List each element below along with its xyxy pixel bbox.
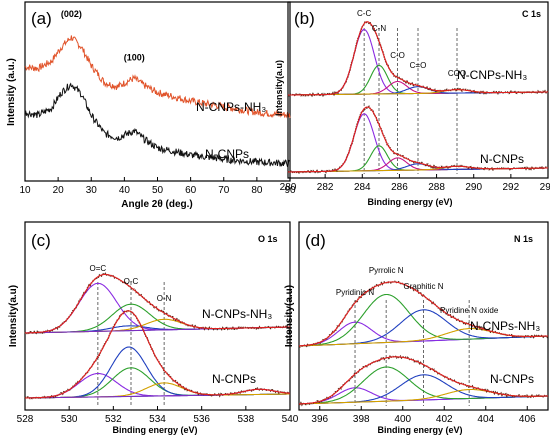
panel-c-raw-data [24,272,291,336]
panel-d-corner-label: N 1s [514,234,533,244]
panel-a-xtick-tick-label: 10 [19,185,31,196]
panel-c-series-label-nh3: N-CNPs-NH₃ [202,307,272,321]
panel-a-series-label-nh3: N-CNPs-NH₃ [196,100,266,114]
panel-a-xtick-tick-label: 70 [218,185,230,196]
panel-b-xtick-tick-label: 284 [354,182,371,193]
panel-b-peak-label: C-C [357,9,371,18]
panel-c-ylabel: Intensity(a.u) [8,285,19,347]
panel-b-frame [287,1,549,179]
panel-b-series-label-nh3: N-CNPs-NH₃ [457,68,527,82]
panel-a-ylabel: Intensity (a.u.) [6,58,17,126]
panel-a-series [24,35,291,168]
panel-b-peak-label: C-O [390,51,405,60]
panel-c-peak-labels: O=C O-C O-N [90,264,172,303]
panel-b-peak-labels: C-CC-N C-O C=O COO [357,9,466,78]
panel-d-xtick-tick-label: 398 [353,414,370,425]
panel-b-envelope [288,21,548,96]
panel-b: (b) C 1s Intensity(a.u) Binding energy (… [274,1,550,207]
panel-b-peak-label: C-N [372,24,386,33]
panel-d-xtick-tick-label: 406 [519,414,536,425]
panel-b-xticks: 280 282 284 286 288 290 292 294 [280,174,550,193]
panel-b-series-label-ncnps: N-CNPs [480,152,524,166]
panel-a-xtick-tick-label: 50 [152,185,164,196]
panel-c-xtick-tick-label: 536 [193,414,210,425]
panel-a-xlabel: Angle 2θ (deg.) [121,199,193,210]
panel-c-peak-label: O=C [90,264,107,273]
panel-a-xticks: 10 20 30 40 50 60 70 80 90 [19,177,296,196]
panel-b-curves [287,20,549,175]
panel-d-frame [298,221,549,411]
panel-c-curves [24,272,291,406]
panel-c-xticks: 528 530 532 534 536 538 540 [17,406,299,425]
panel-d-peak-label: Pyridinic N [336,288,374,297]
panel-d-envelope [298,281,548,347]
panel-c-xtick-tick-label: 528 [17,414,34,425]
panel-d-xtick-tick-label: 400 [394,414,411,425]
panel-b-xtick-tick-label: 282 [317,182,334,193]
panel-d-series-label-ncnps: N-CNPs [490,372,534,386]
panel-a-peak-label-002: (002) [61,9,82,19]
panel-d-xtick-tick-label: 396 [311,414,328,425]
panel-d-curves [298,280,549,407]
panel-d-xtick-tick-label: 402 [436,414,453,425]
panel-b-xlabel: Binding energy (eV) [367,197,452,207]
panel-a-series-line [24,82,291,168]
panel-d-ylabel: Intensity(a.u) [284,285,295,347]
panel-c-envelope [24,273,290,334]
panel-c-label: (c) [31,231,51,250]
panel-c-xlabel: Binding energy (eV) [112,425,197,435]
panel-d-peak-label: Graphitic N [403,282,443,291]
panel-d-peak-label: Pyridine N oxide [440,306,499,315]
panel-c-xtick-tick-label: 532 [105,414,122,425]
panel-a-xtick-tick-label: 60 [185,185,197,196]
panel-c-corner-label: O 1s [258,234,278,244]
panel-b-envelope [288,106,548,173]
panel-b-corner-label: C 1s [522,9,541,19]
panel-d-peak-label: Pyrrolic N [369,266,404,275]
panel-c: (c) O 1s Intensity(a.u) Binding energy (… [8,221,299,435]
panel-a: (a) Intensity (a.u.) Angle 2θ (deg.) 10 2… [6,1,296,210]
panel-d-xtick-tick-label: 404 [477,414,494,425]
panel-b-xtick-tick-label: 294 [540,182,550,193]
panel-b-ylabel: Intensity(a.u) [274,60,284,116]
panel-a-series-label-ncnps: N-CNPs [205,147,249,161]
panel-a-series-line [24,35,291,119]
panel-b-xtick-tick-label: 292 [503,182,520,193]
panel-d-xlabel: Binding energy (eV) [377,425,462,435]
panel-b-peak-label: COO [448,69,466,78]
panel-c-xtick-tick-label: 530 [61,414,78,425]
panel-b-xtick-tick-label: 280 [280,182,297,193]
panel-a-xtick-tick-label: 30 [86,185,98,196]
panel-b-xtick-tick-label: 288 [428,182,445,193]
panel-a-peak-label-100: (100) [124,52,145,62]
panel-b-xtick-tick-label: 286 [391,182,408,193]
panel-c-xtick-tick-label: 534 [149,414,166,425]
panel-d-series-label-nh3: N-CNPs-NH₃ [470,319,540,333]
panel-a-xtick-tick-label: 80 [251,185,263,196]
panel-c-envelope [25,310,291,399]
panel-a-xtick-tick-label: 40 [119,185,131,196]
panel-d-envelope [299,356,548,405]
panel-b-peak-label: C=O [410,61,427,70]
panel-b-xtick-tick-label: 290 [465,182,482,193]
panel-c-xtick-tick-label: 540 [282,414,299,425]
panel-a-label: (a) [31,9,52,28]
panel-d-peak-labels: Pyridinic N Pyrrolic N Graphitic N Pyridine… [336,266,499,315]
panel-c-peak-label: O-N [157,294,172,303]
panel-c-xtick-tick-label: 538 [237,414,254,425]
panel-c-peak-label: O-C [124,277,139,286]
panel-d-xticks: 396 398 400 402 404 406 [311,406,536,425]
panel-d-label: (d) [305,231,326,250]
panel-b-label: (b) [294,9,315,28]
panel-a-xtick-tick-label: 90 [284,185,296,196]
panel-a-xtick-tick-label: 20 [53,185,65,196]
panel-d: (d) N 1s Intensity(a.u) Binding energy (… [284,221,549,435]
panel-c-series-label-ncnps: N-CNPs [212,372,256,386]
